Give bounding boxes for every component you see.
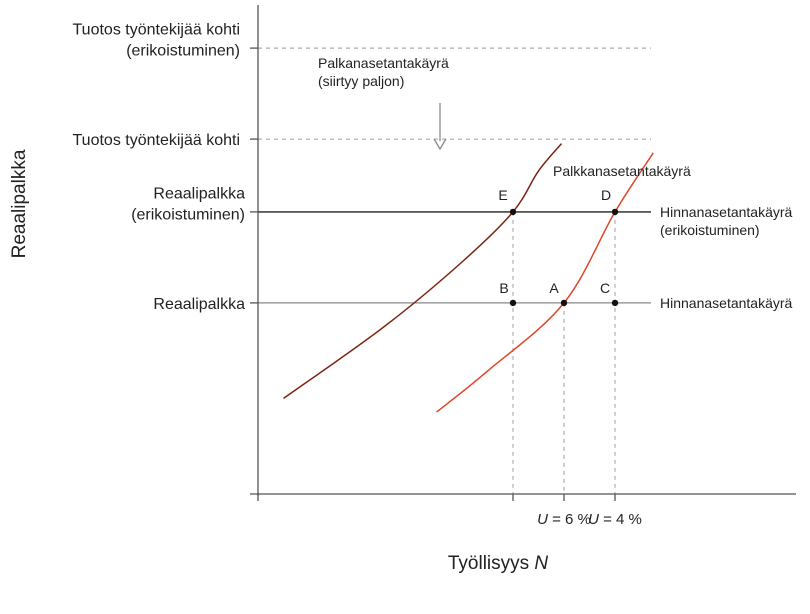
x-tick-label-1: U = 6 % bbox=[537, 511, 591, 528]
wage-setting-curve-1 bbox=[436, 152, 654, 413]
wage-setting-label-original: Palkkanasetantakäyrä bbox=[553, 163, 691, 179]
point-label-d: D bbox=[601, 187, 611, 203]
point-d bbox=[611, 208, 619, 216]
price-setting-label-2: Hinnanasetantakäyrä bbox=[660, 295, 793, 311]
y-level-label-3-line-2: (erikoistuminen) bbox=[131, 206, 245, 223]
y-level-label-1-line-2: (erikoistuminen) bbox=[126, 43, 240, 60]
x-tick-label-1-symbol: U bbox=[537, 511, 548, 528]
y-axis-title: Reaalipalkka bbox=[9, 149, 30, 258]
wage-setting-curve-2 bbox=[283, 143, 563, 400]
markers-layer bbox=[509, 208, 619, 307]
price-setting-label-1: Hinnanasetantakäyrä (erikoistuminen) bbox=[660, 204, 793, 238]
y-level-label-4: Reaalipalkka bbox=[153, 296, 245, 313]
y-level-label-2: Tuotos työntekijää kohti bbox=[73, 132, 241, 149]
x-tick-label-1-text: = 6 % bbox=[548, 511, 591, 528]
y-level-label-1-line-1: Tuotos työntekijää kohti bbox=[73, 22, 241, 39]
curves-layer bbox=[258, 143, 654, 413]
guides-layer bbox=[250, 47, 651, 501]
y-level-label-3-line-1: Reaalipalkka bbox=[153, 185, 245, 202]
x-axis-title: Työllisyys N bbox=[448, 553, 549, 574]
wage-setting-label-original-line-1: Palkkanasetantakäyrä bbox=[553, 163, 691, 179]
wage-setting-label-shifted: Palkanasetantakäyrä (siirtyy paljon) bbox=[318, 55, 449, 89]
point-label-c: C bbox=[600, 280, 610, 296]
y-level-label-3: Reaalipalkka (erikoistuminen) bbox=[131, 185, 245, 223]
point-b bbox=[509, 299, 517, 307]
x-tick-label-2: U = 4 % bbox=[588, 511, 642, 528]
point-c bbox=[611, 299, 619, 307]
x-axis-title-symbol: N bbox=[534, 553, 548, 574]
point-label-a: A bbox=[549, 280, 559, 296]
point-label-b: B bbox=[499, 280, 508, 296]
point-a bbox=[560, 299, 568, 307]
y-level-label-4-line-1: Reaalipalkka bbox=[153, 296, 245, 313]
x-tick-label-2-symbol: U bbox=[588, 511, 599, 528]
y-level-label-1: Tuotos työntekijää kohti (erikoistuminen) bbox=[73, 22, 241, 60]
x-axis-title-main: Työllisyys bbox=[448, 553, 535, 574]
y-level-label-2-line-1: Tuotos työntekijää kohti bbox=[73, 132, 241, 149]
axes-layer bbox=[250, 5, 796, 501]
x-tick-label-2-text: = 4 % bbox=[599, 511, 642, 528]
shift-arrow-head bbox=[433, 138, 447, 151]
wage-setting-label-shifted-line-1: Palkanasetantakäyrä bbox=[318, 55, 449, 71]
labels-layer: Reaalipalkka Työllisyys N Tuotos työntek… bbox=[9, 22, 793, 574]
price-setting-label-1-line-2: (erikoistuminen) bbox=[660, 222, 760, 238]
wage-setting-label-shifted-line-2: (siirtyy paljon) bbox=[318, 73, 404, 89]
point-label-e: E bbox=[498, 187, 507, 203]
price-setting-label-2-line-1: Hinnanasetantakäyrä bbox=[660, 295, 793, 311]
price-setting-label-1-line-1: Hinnanasetantakäyrä bbox=[660, 204, 793, 220]
point-e bbox=[509, 208, 517, 216]
